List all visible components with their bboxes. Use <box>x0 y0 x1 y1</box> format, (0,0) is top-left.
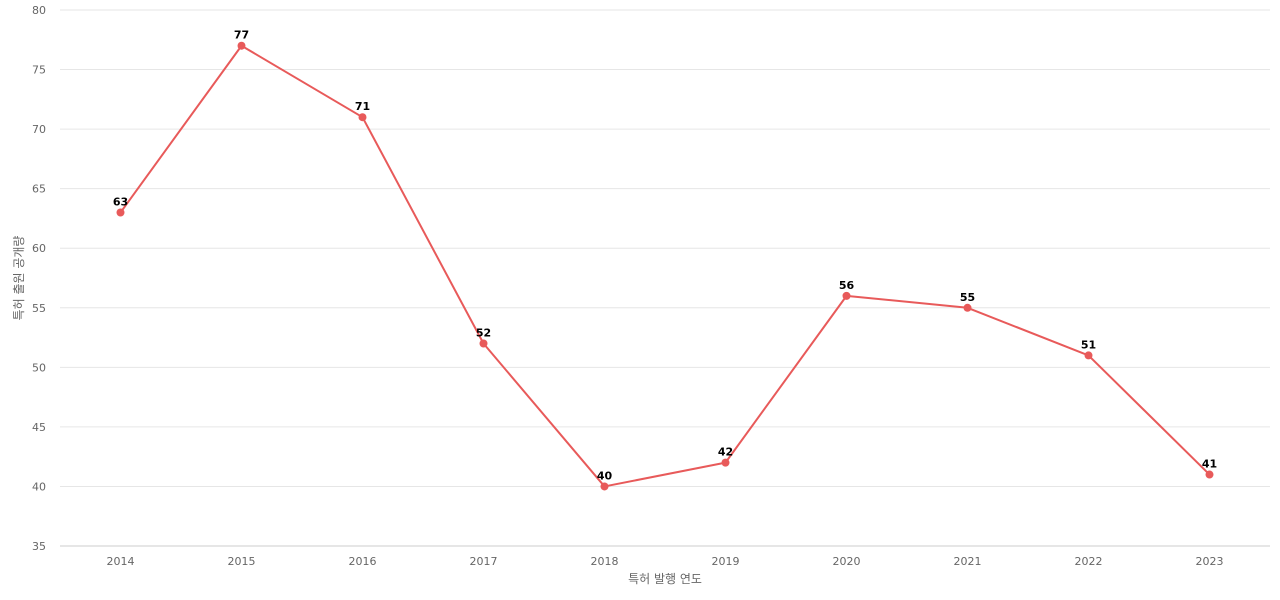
data-label: 63 <box>113 195 128 208</box>
y-tick-label: 45 <box>32 421 46 434</box>
data-point[interactable] <box>358 113 367 122</box>
y-tick-label: 80 <box>32 4 46 17</box>
data-point[interactable] <box>963 303 972 312</box>
x-tick-label: 2016 <box>349 555 377 568</box>
y-tick-label: 70 <box>32 123 46 136</box>
y-tick-label: 55 <box>32 302 46 315</box>
y-axis-title: 특허 출원 공개량 <box>12 236 26 321</box>
data-label: 77 <box>234 29 249 42</box>
data-point[interactable] <box>1205 470 1214 479</box>
series-line <box>119 44 1211 488</box>
data-label: 51 <box>1081 338 1096 351</box>
data-point[interactable] <box>842 291 851 300</box>
data-point[interactable] <box>721 458 730 467</box>
x-tick-label: 2019 <box>712 555 740 568</box>
data-point[interactable] <box>237 41 246 50</box>
x-tick-label: 2014 <box>107 555 135 568</box>
y-tick-label: 40 <box>32 480 46 493</box>
data-label: 71 <box>355 100 370 113</box>
y-axis-ticks: 35 40 45 50 55 60 65 70 75 80 <box>32 4 46 553</box>
x-tick-label: 2023 <box>1196 555 1224 568</box>
data-point[interactable] <box>479 339 488 348</box>
y-tick-label: 50 <box>32 361 46 374</box>
data-label: 42 <box>718 446 733 459</box>
data-point[interactable] <box>1084 351 1093 360</box>
x-tick-label: 2018 <box>591 555 619 568</box>
x-axis-ticks: 2014 2015 2016 2017 2018 2019 2020 2021 2022 2023 <box>107 555 1224 568</box>
y-tick-label: 65 <box>32 183 46 196</box>
data-label: 41 <box>1202 458 1217 471</box>
data-labels: 63 77 71 52 40 42 56 55 51 41 <box>113 29 1217 483</box>
y-tick-label: 60 <box>32 242 46 255</box>
gridlines <box>60 9 1270 547</box>
x-tick-label: 2017 <box>470 555 498 568</box>
data-label: 40 <box>597 469 613 482</box>
x-tick-label: 2020 <box>833 555 861 568</box>
data-point[interactable] <box>600 482 609 491</box>
data-label: 56 <box>839 279 855 292</box>
data-point[interactable] <box>116 208 125 217</box>
data-label: 52 <box>476 327 491 340</box>
y-tick-label: 75 <box>32 64 46 77</box>
x-tick-label: 2022 <box>1075 555 1103 568</box>
x-axis-title: 특허 발행 연도 <box>628 571 702 586</box>
x-tick-label: 2021 <box>954 555 982 568</box>
x-tick-label: 2015 <box>228 555 256 568</box>
data-label: 55 <box>960 291 975 304</box>
y-tick-label: 35 <box>32 540 46 553</box>
series-layer <box>116 41 1214 491</box>
